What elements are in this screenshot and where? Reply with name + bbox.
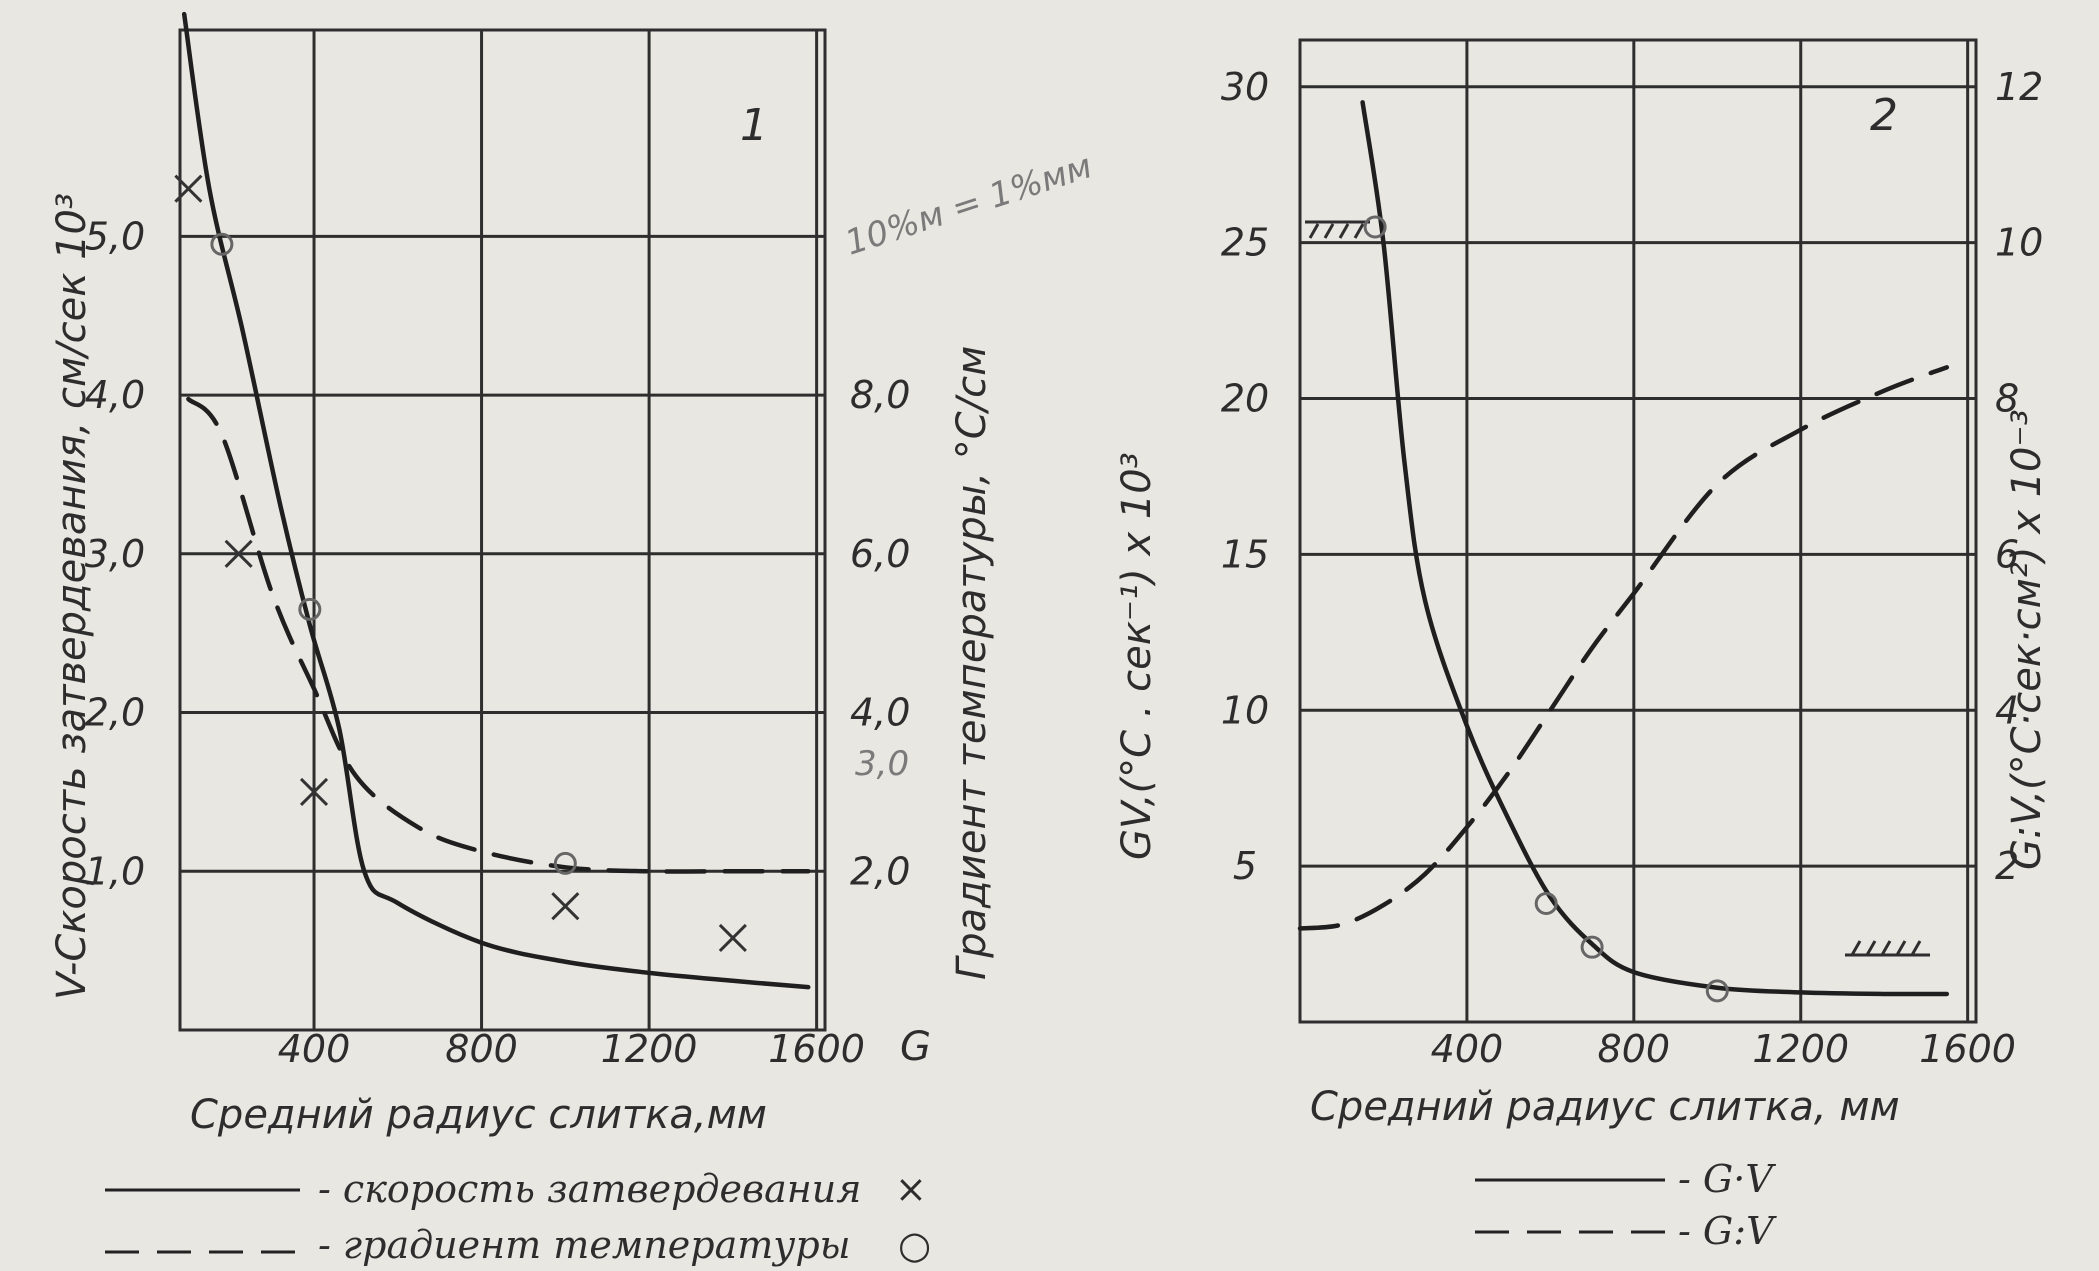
panel-1-grid <box>180 30 825 1030</box>
panel-1-cross-marker <box>224 539 253 568</box>
panel-2-x-tick-label: 1200 <box>1752 1027 1849 1071</box>
panel-1-x-axis-label: Средний радиус слитка,мм <box>190 1092 767 1138</box>
panel-1-left-tick-label: 3,0 <box>85 532 145 576</box>
panel-2-right-tick-label: 4 <box>1995 688 2019 732</box>
panel-2-circle-marker <box>1363 215 1387 239</box>
panel-1-cross-marker <box>718 923 747 952</box>
panel-1-left-tick-label: 5,0 <box>85 214 145 258</box>
panel-1-left-tick-label: 2,0 <box>85 691 145 735</box>
panel-1-left-axis-label: V-Скорость затвердевания, см/сек 10³ <box>49 193 95 1000</box>
panel-1-circle-marker <box>210 232 234 256</box>
legend-right-label-2: - G:V <box>1678 1209 1777 1253</box>
panel-2-frame <box>1298 38 1978 1024</box>
panel-2-left-axis-label: GV,(°C . сек⁻¹) x 10³ <box>1114 452 1160 860</box>
panel-1-series-1-line <box>181 11 811 990</box>
chart-marks: 400 800 1200 1600 1,0 2,0 3,0 4,0 5,0 2,0 4,0 6,0 8,… <box>85 11 2043 1071</box>
panel-2-left-tick-label: 5 <box>1233 844 1257 888</box>
panel-2-number: 2 <box>1870 90 1898 141</box>
panel-2-left-tick-label: 15 <box>1221 532 1269 576</box>
panel-1-series-2-line <box>186 396 811 874</box>
legend-right: - G·V - G:V <box>1475 1157 1777 1253</box>
panel-2-x-tick-label: 1600 <box>1919 1027 2016 1071</box>
legend-left-symbol-2: ○ <box>898 1223 931 1267</box>
panel-2-right-tick-label: 10 <box>1995 221 2043 265</box>
panel-2-right-tick-label: 6 <box>1995 532 2019 576</box>
panel-1-right-tick-label: 8,0 <box>850 373 910 417</box>
panel-2-right-axis-label: G:V,(°C·сек·см²) x 10⁻³ <box>2004 409 2050 870</box>
legend-left: - скорость затвердевания × - градиент те… <box>105 1167 931 1267</box>
panel-1-right-tick-label: 6,0 <box>850 532 910 576</box>
panel-1-right-axis-label: Градиент температуры, °С/см <box>949 346 995 980</box>
panel-1-circle-marker <box>553 851 577 875</box>
panel-1-x-tick-label: 800 <box>445 1027 518 1071</box>
panel-1: 1 Средний радиус слитка,мм V-Скорость за… <box>49 28 1097 1138</box>
panel-2-grid <box>1300 40 1976 1022</box>
panel-2-right-tick-label: 8 <box>1995 377 2019 421</box>
panel-2-x-tick-label: 400 <box>1431 1027 1504 1071</box>
panel-1-circle-marker <box>298 597 322 621</box>
hatch-lower-right <box>1845 940 1930 957</box>
panel-2-series-1-line <box>1360 100 1950 997</box>
panel-1-x-tick-label: 400 <box>278 1027 351 1071</box>
legend-left-symbol-1: × <box>895 1167 927 1211</box>
panel-1-scale-note: 10%м = 1%мм <box>840 146 1096 263</box>
panel-2-circle-marker <box>1580 935 1604 959</box>
panel-1-right-tick-label: 2,0 <box>850 849 910 893</box>
panel-1-cross-marker <box>174 174 203 203</box>
panel-2-left-tick-label: 25 <box>1221 221 1269 265</box>
panel-1-right-tick-label: 4,0 <box>850 691 910 735</box>
legend-left-label-1: - скорость затвердевания <box>318 1167 861 1211</box>
panel-2-left-tick-label: 30 <box>1221 65 1269 109</box>
panel-2-circle-marker <box>1705 979 1729 1003</box>
panel-2: 2 Средний радиус слитка, мм GV,(°C . сек… <box>1114 38 2050 1130</box>
panel-2-x-axis-label: Средний радиус слитка, мм <box>1310 1084 1900 1130</box>
panel-1-x-tick-label: 1200 <box>601 1027 698 1071</box>
panel-2-x-tick-label: 800 <box>1598 1027 1671 1071</box>
hatch-upper-left <box>1305 220 1370 239</box>
panel-1-right-axis-glyph: G <box>900 1024 931 1070</box>
panel-2-right-tick-label: 2 <box>1995 844 2019 888</box>
panel-1-left-tick-label: 1,0 <box>85 849 145 893</box>
panel-1-tick-note: 3,0 <box>855 744 909 784</box>
panel-1-left-tick-label: 4,0 <box>85 373 145 417</box>
panel-2-left-tick-label: 10 <box>1221 688 1269 732</box>
panel-2-left-tick-label: 20 <box>1221 377 1269 421</box>
legend-left-label-2: - градиент температуры <box>318 1223 851 1267</box>
panel-1-cross-marker <box>551 892 580 921</box>
panel-2-circle-marker <box>1534 892 1558 916</box>
panel-2-right-tick-label: 12 <box>1995 65 2043 109</box>
legend-right-label-1: - G·V <box>1678 1157 1776 1201</box>
panel-1-x-tick-label: 1600 <box>768 1027 865 1071</box>
panel-2-series-2-line <box>1297 365 1950 931</box>
panel-1-cross-marker <box>299 777 329 806</box>
panel-1-number: 1 <box>740 100 768 151</box>
panel-1-frame <box>178 28 827 1032</box>
